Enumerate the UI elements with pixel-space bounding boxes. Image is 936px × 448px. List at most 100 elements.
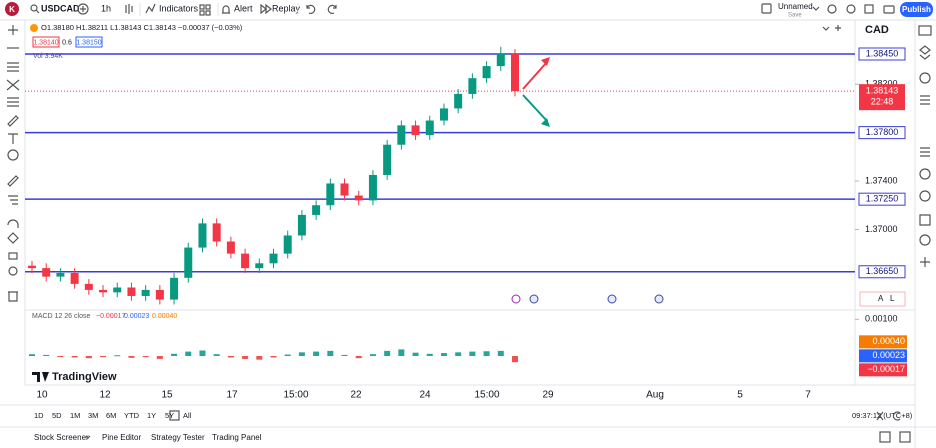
range-button[interactable]: 1Y <box>147 411 156 420</box>
candle-body <box>454 93 463 109</box>
candle-body <box>141 289 150 296</box>
avatar-letter: K <box>9 5 15 14</box>
range-button[interactable]: YTD <box>124 411 140 420</box>
range-button[interactable]: All <box>183 411 192 420</box>
volume-legend: Vol 3.94K <box>33 53 63 60</box>
alert-button[interactable]: Alert <box>234 3 253 13</box>
scale-button[interactable]: A <box>878 294 884 303</box>
bottom-tab[interactable]: Trading Panel <box>212 433 262 442</box>
range-button[interactable]: 1D <box>34 411 44 420</box>
macd-bar <box>85 356 92 359</box>
macd-bar <box>213 354 220 356</box>
macd-bar <box>256 356 263 360</box>
candle-body <box>212 223 221 242</box>
x-tick-label: 22 <box>350 390 362 401</box>
x-tick-label: 7 <box>805 390 811 401</box>
brand-logo <box>32 372 49 382</box>
macd-tag <box>859 363 907 377</box>
candle-body <box>84 283 93 290</box>
macd-bar <box>298 352 305 356</box>
macd-tag-label: 0.00023 <box>872 350 905 360</box>
macd-bar <box>128 356 135 358</box>
replay-button[interactable]: Replay <box>272 3 301 13</box>
macd-bar <box>313 351 320 356</box>
range-button[interactable]: 5Y <box>165 411 174 420</box>
macd-bar <box>426 353 433 356</box>
candle-body <box>383 144 392 175</box>
macd-bar <box>57 356 64 357</box>
x-tick-label: 10 <box>36 390 48 401</box>
range-button[interactable]: 3M <box>88 411 98 420</box>
candle-body <box>56 272 65 277</box>
candle-body <box>155 289 164 300</box>
indicators-button[interactable]: Indicators <box>159 3 199 13</box>
macd-tag-label: −0.00017 <box>867 364 905 374</box>
macd-tick-label: 0.00100 <box>865 314 898 324</box>
candle-body <box>496 53 505 67</box>
ask-price: 1.38150 <box>76 39 101 46</box>
candle-body <box>340 183 349 196</box>
candle-body <box>482 66 491 79</box>
macd-bar <box>171 353 178 356</box>
layout-name[interactable]: Unnamed <box>778 2 813 11</box>
level-label: 1.38450 <box>866 48 899 58</box>
bottom-tab[interactable]: Strategy Tester <box>151 433 205 442</box>
event-marker[interactable] <box>607 294 617 304</box>
macd-bar <box>100 356 107 358</box>
candle-body <box>468 78 477 94</box>
macd-legend-value: 0.00023 <box>124 313 149 320</box>
drawing-tools <box>6 25 20 302</box>
range-button[interactable]: 6M <box>106 411 116 420</box>
candle-body <box>425 120 434 136</box>
macd-bar <box>227 356 234 358</box>
macd-tag <box>859 335 907 349</box>
arrow-down <box>522 94 548 122</box>
arrow-up <box>522 61 548 90</box>
level-label: 1.37800 <box>866 127 899 137</box>
level-tag <box>858 47 906 61</box>
arrow-down-head <box>541 118 550 127</box>
scale-buttons-box <box>859 291 906 307</box>
level-label: 1.37250 <box>866 194 899 204</box>
bottom-tab[interactable]: Stock Screener <box>34 433 89 442</box>
macd-legend-value: 0.00040 <box>152 313 177 320</box>
right-sidebar <box>918 25 932 267</box>
macd-title: MACD 12 26 close <box>32 313 90 320</box>
macd-bar <box>185 351 192 356</box>
interval[interactable]: 1h <box>101 3 111 13</box>
range-button[interactable]: 1M <box>70 411 80 420</box>
macd-bar <box>242 356 249 359</box>
range-button[interactable]: 5D <box>52 411 62 420</box>
last-price-tag <box>859 84 905 111</box>
symbol[interactable]: USDCAD <box>41 3 80 13</box>
toolbar <box>0 0 936 20</box>
level-label: 1.36650 <box>866 266 899 276</box>
bottom-tab[interactable]: Pine Editor <box>102 433 141 442</box>
event-marker[interactable] <box>511 294 521 304</box>
bid-box[interactable] <box>32 36 60 48</box>
x-tick-label: 15 <box>161 390 173 401</box>
macd-tag <box>859 349 907 363</box>
macd-bar <box>199 350 206 356</box>
event-marker[interactable] <box>654 294 664 304</box>
macd-tag-label: 0.00040 <box>872 336 905 346</box>
macd-bar <box>142 356 149 358</box>
publish-button[interactable] <box>900 2 933 17</box>
candle-body <box>113 287 122 293</box>
avatar[interactable] <box>5 2 19 16</box>
ask-box[interactable] <box>75 36 103 48</box>
macd-bar <box>270 356 277 358</box>
clock: 09:37:12 (UTC+8) <box>852 411 913 420</box>
event-marker[interactable] <box>529 294 539 304</box>
candle-body <box>411 125 420 136</box>
candle-body <box>28 265 36 269</box>
scale-button[interactable]: L <box>890 294 895 303</box>
level-tag <box>858 126 906 140</box>
macd-bar <box>369 354 376 356</box>
currency[interactable]: CAD <box>865 24 889 36</box>
candle-body <box>99 289 108 293</box>
candle-body <box>226 241 235 254</box>
macd-bar <box>440 353 447 356</box>
macd-bar <box>412 352 419 356</box>
